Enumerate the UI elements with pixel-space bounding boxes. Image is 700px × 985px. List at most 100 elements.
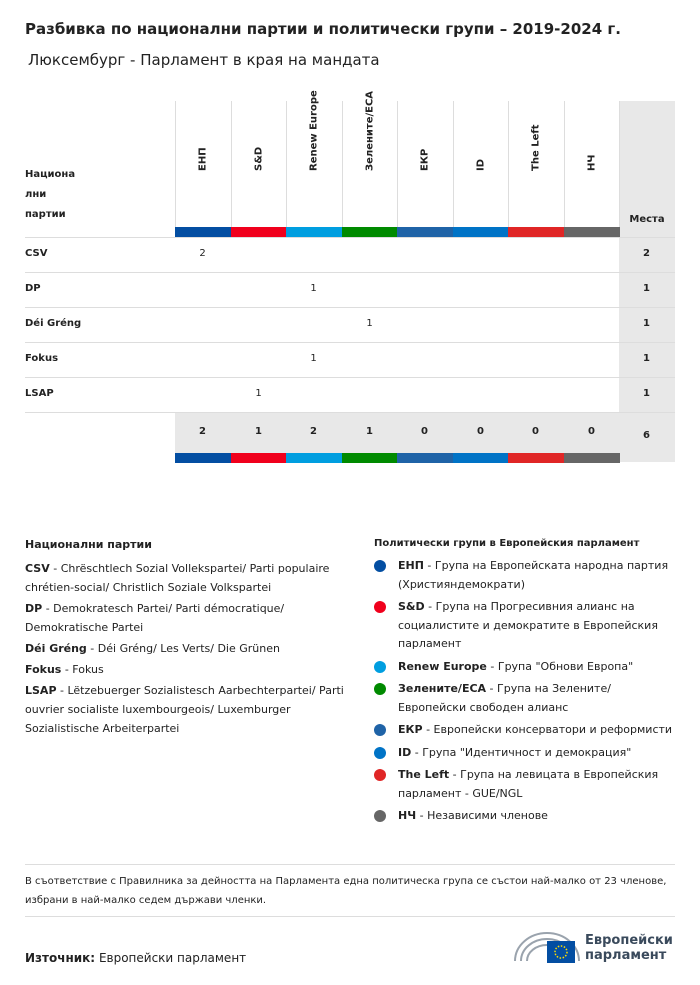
seats-header: Места [629,214,665,225]
party-abbr: DP [25,602,43,615]
row-header-line: лни [25,189,47,200]
row-party-label: DP [25,283,41,294]
group-abbr: ЕКР [398,723,423,736]
seat-cell: 1 [255,388,262,399]
group-color-bar [342,453,398,463]
column-header: Зелените/ЕСА [342,91,397,227]
divider [25,864,675,865]
party-legend-item: Déi Gréng - Déi Gréng/ Les Verts/ Die Gr… [25,642,280,655]
group-abbr: ID [398,745,412,759]
column-total: 0 [532,426,539,437]
column-header: ID [453,101,508,227]
column-header: S&D [231,101,286,227]
group-dot-icon [374,683,386,695]
group-abbr: ЕНП [398,559,424,572]
group-legend-item: The Left - Група на левицата в Европейск… [374,766,679,803]
page-title: Разбивка по национални партии и политиче… [25,20,621,38]
party-legend-item: LSAP - Lëtzebuerger Sozialistesch Aarbec… [25,684,344,735]
party-abbr: CSV [25,562,50,575]
footnote: В съответствие с Правилника за дейността… [25,876,667,906]
column-header: НЧ [564,101,619,227]
groups-legend: Политически групи в Европейския парламен… [374,538,679,830]
divider [25,916,675,917]
row-party-label: Déi Gréng [25,318,82,329]
group-dot-icon [374,660,386,673]
column-total: 2 [310,426,317,437]
column-divider [564,101,565,237]
row-party-label: Fokus [25,353,59,364]
row-total: 1 [643,283,650,294]
column-header-label: S&D [253,146,264,171]
hemicycle-logo-icon [514,932,580,963]
party-abbr: Déi Gréng [25,642,87,655]
group-desc: Европейски консерватори и реформисти [433,723,673,736]
group-color-bar [564,227,620,237]
source-label: Източник: [25,951,96,965]
group-abbr: Renew Europe [398,659,487,673]
group-color-bar [342,227,398,237]
group-desc: Независими членове [427,809,548,822]
column-header: ЕНП [175,101,230,227]
group-color-bar [453,453,509,463]
column-divider [286,101,287,237]
column-header: Renew Europe [286,90,341,227]
group-color-bar [508,453,564,463]
row-header: Национа лни партии [25,165,75,225]
row-header-line: партии [25,209,66,220]
row-total: 1 [643,353,650,364]
column-header-label: Renew Europe [308,90,319,171]
grand-total: 6 [643,430,650,441]
column-header-label: НЧ [586,154,597,171]
parties-legend: Национални партии CSV - Chrëschtlech Soz… [25,538,345,740]
group-legend-item: НЧ - Независими членове [374,807,679,826]
row-party-label: CSV [25,248,48,259]
column-divider [175,101,176,237]
group-color-bar [231,227,287,237]
seat-cell: 1 [310,283,317,294]
source-line: Източник: Европейски парламент [25,951,246,965]
group-color-bar [564,453,620,463]
group-abbr: Зелените/ЕСА [398,682,487,695]
column-header-label: Зелените/ЕСА [364,90,375,171]
party-legend-item: DP - Demokratesch Partei/ Parti démocrat… [25,602,285,634]
ep-logo: Европейски парламент [513,927,678,967]
party-desc: Lëtzebuerger Sozialistesch Aarbechterpar… [25,684,344,735]
party-desc: Chrëschtlech Sozial Vollekspartei/ Parti… [25,562,330,594]
column-total: 0 [588,426,595,437]
party-legend-item: Fokus - Fokus [25,663,104,676]
column-total: 1 [255,426,262,437]
group-color-bar [397,453,453,463]
row-header-line: Национа [25,169,76,180]
column-header-label: ЕНП [197,147,208,171]
group-dot-icon [374,746,386,759]
group-desc: Група "Идентичност и демокрация" [422,745,632,759]
group-color-bar [286,227,342,237]
column-divider [342,101,343,237]
column-divider [619,101,620,237]
row-divider [25,412,675,413]
row-divider [25,272,675,273]
group-color-bar [397,227,453,237]
column-header: ЕКР [397,101,452,227]
group-legend-item: ID - Група "Идентичност и демокрация" [374,744,679,763]
column-total: 2 [199,426,206,437]
row-divider [25,342,675,343]
group-legend-item: ЕКР - Европейски консерватори и реформис… [374,721,679,740]
party-legend-item: CSV - Chrëschtlech Sozial Vollekspartei/… [25,562,330,594]
seat-cell: 2 [199,248,206,259]
group-desc: Група на Европейската народна партия (Хр… [398,559,669,591]
column-header-label: ID [475,158,486,171]
column-total: 0 [477,426,484,437]
column-header: The Left [508,101,563,227]
group-dot-icon [374,810,386,822]
parties-legend-title: Национални партии [25,538,152,551]
row-divider [25,377,675,378]
group-color-bar [175,227,231,237]
seats-column-bg [619,101,675,462]
row-total: 1 [643,388,650,399]
row-total: 1 [643,318,650,329]
column-divider [453,101,454,237]
party-desc: Fokus [72,663,104,676]
column-header-label: ЕКР [419,148,430,171]
group-desc: Група на Зелените/ Европейски свободен а… [398,682,611,714]
